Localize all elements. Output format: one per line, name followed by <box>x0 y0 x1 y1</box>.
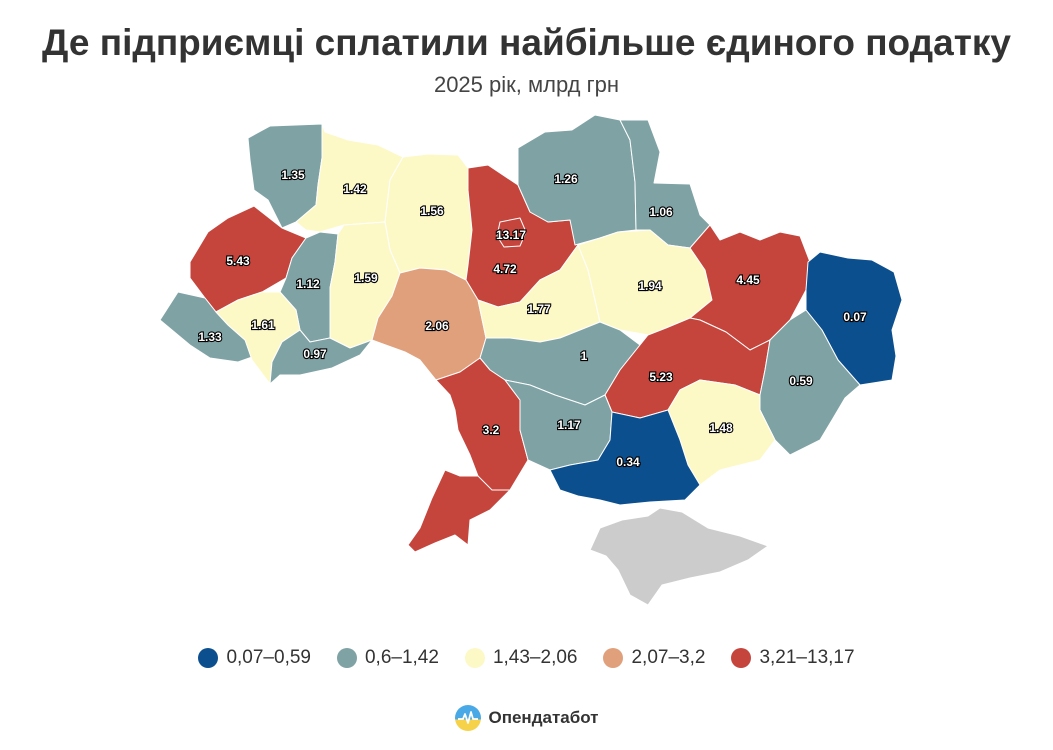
region-chernivtsi[interactable] <box>269 329 373 385</box>
legend-label: 1,43–2,06 <box>492 647 578 668</box>
region-value-label: 2.06 <box>425 319 449 333</box>
region-kherson[interactable] <box>549 409 701 506</box>
region-kharkiv[interactable] <box>689 224 811 351</box>
region-value-label: 1.59 <box>354 271 378 285</box>
region-value-label: 1.17 <box>557 418 581 432</box>
region-value-label: 1.48 <box>709 421 733 435</box>
legend-label: 0,07–0,59 <box>226 647 311 668</box>
legend-item: 1,43–2,06 <box>464 647 578 669</box>
region-value-label: 1.94 <box>638 279 662 293</box>
region-value-label: 4.72 <box>493 262 517 276</box>
region-value-label: 1 <box>581 349 588 363</box>
region-value-label: 0.97 <box>303 347 327 361</box>
region-value-label: 5.23 <box>649 370 673 384</box>
region-value-label: 1.12 <box>296 277 320 291</box>
legend-swatch <box>464 648 485 668</box>
opendatabot-logo-icon <box>455 705 482 731</box>
region-value-label: 1.33 <box>198 330 222 344</box>
region-zakarpattia[interactable] <box>159 291 256 363</box>
region-value-label: 0.34 <box>616 455 640 469</box>
region-value-label: 3.2 <box>483 423 500 437</box>
legend-item: 0,6–1,42 <box>336 647 439 669</box>
region-value-label: 1.77 <box>527 302 551 316</box>
legend-swatch <box>731 648 752 668</box>
region-value-label: 1.06 <box>649 205 673 219</box>
map-subtitle: 2025 рік, млрд грн <box>433 72 620 97</box>
legend-swatch <box>603 648 624 668</box>
region-crimea <box>589 507 769 606</box>
region-value-label: 1.35 <box>281 168 305 182</box>
brand-name: Опендатабот <box>488 708 599 727</box>
brand-footer: Опендатабот <box>0 704 1053 732</box>
legend-swatch <box>336 648 357 668</box>
legend-item: 0,07–0,59 <box>198 647 311 669</box>
map-legend: 0,07–0,59 0,6–1,42 1,43–2,06 2,07–3,2 3,… <box>0 647 1053 669</box>
legend-label: 3,21–13,17 <box>759 647 855 668</box>
region-value-label: 0.59 <box>789 374 813 388</box>
legend-swatch <box>198 648 219 668</box>
map-title: Де підприємці сплатили найбільше єдиного… <box>42 22 1011 63</box>
region-value-label: 13.17 <box>496 228 526 242</box>
region-value-label: 4.45 <box>736 273 760 287</box>
region-value-label: 0.07 <box>843 310 867 324</box>
legend-label: 0,6–1,42 <box>364 647 439 668</box>
region-value-label: 5.43 <box>226 254 250 268</box>
legend-label: 2,07–3,2 <box>631 647 706 668</box>
legend-item: 3,21–13,17 <box>731 647 855 669</box>
legend-item: 2,07–3,2 <box>603 647 705 669</box>
region-value-label: 1.26 <box>554 172 578 186</box>
region-value-label: 1.56 <box>420 204 444 218</box>
region-value-label: 1.42 <box>343 182 367 196</box>
region-kyiv-city[interactable] <box>496 217 527 248</box>
region-value-label: 1.61 <box>251 318 275 332</box>
